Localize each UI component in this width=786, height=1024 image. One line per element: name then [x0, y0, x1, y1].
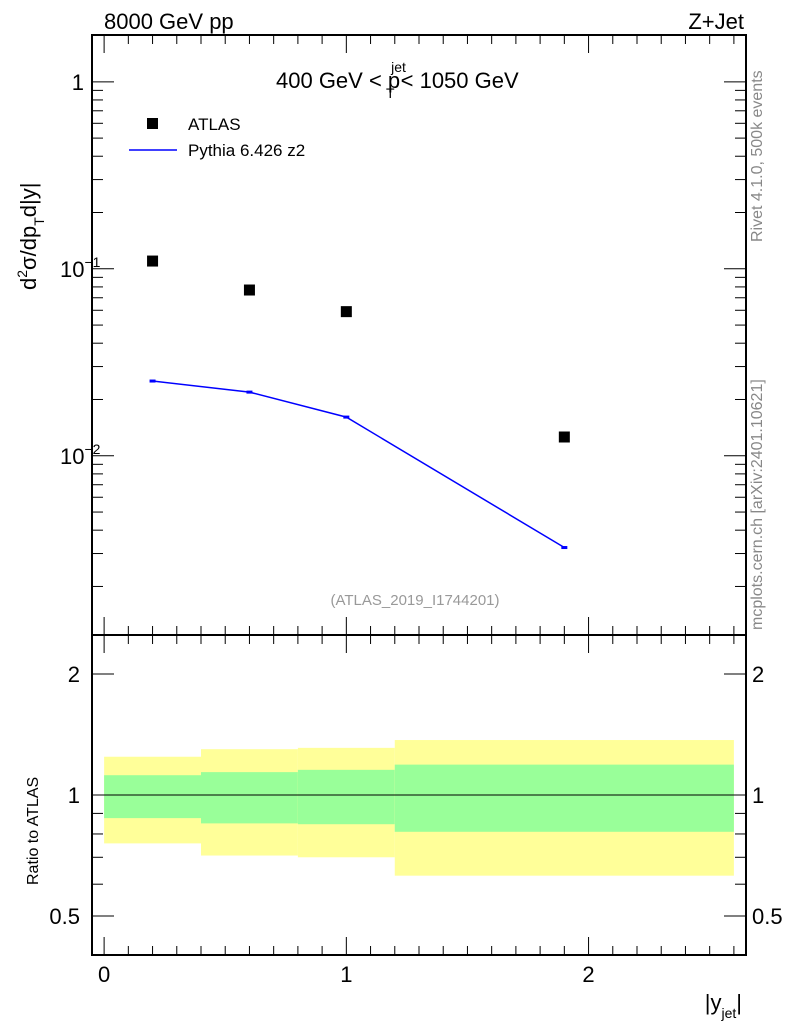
ratio-y-tick-label-right: 1 — [752, 783, 764, 808]
ratio-bands — [92, 740, 746, 876]
legend-pythia-label: Pythia 6.426 z2 — [188, 141, 305, 160]
header-right: Z+Jet — [688, 9, 744, 34]
legend: ATLAS Pythia 6.426 z2 — [129, 115, 305, 160]
inner-band-bin — [297, 769, 395, 825]
header-left: 8000 GeV pp — [104, 9, 234, 34]
inner-band-bin — [394, 764, 734, 832]
x-tick-label: 0 — [98, 962, 110, 987]
legend-atlas-marker — [147, 118, 158, 129]
ratio-y-tick-label: 1 — [68, 783, 80, 808]
mcplots-label: mcplots.cern.ch [arXiv:2401.10621] — [749, 379, 766, 630]
atlas-data-point — [558, 431, 570, 443]
data-marks — [147, 255, 570, 550]
analysis-label: (ATLAS_2019_I1744201) — [330, 592, 499, 609]
y-axis-label: d2σ/dpTd|y| — [14, 183, 47, 290]
pythia-line — [152, 380, 565, 549]
ratio-y-tick-label-right: 2 — [752, 662, 764, 687]
atlas-data-point — [243, 284, 255, 296]
inner-band-bin — [104, 775, 201, 819]
inner-band-bin — [201, 772, 298, 824]
legend-atlas-label: ATLAS — [188, 115, 241, 134]
rivet-label: Rivet 4.1.0, 500k events — [749, 70, 766, 242]
ratio-y-tick-label-right: 0.5 — [752, 904, 783, 929]
plot-title: 400 GeV < pjet T < 1050 GeV — [276, 59, 519, 101]
y-tick-label: 1 — [72, 70, 84, 95]
x-axis-label: |yjet| — [705, 990, 742, 1021]
ratio-frame — [91, 634, 747, 956]
atlas-data-point — [340, 306, 352, 318]
ratio-y-label: Ratio to ATLAS — [25, 777, 42, 885]
atlas-data-point — [147, 255, 159, 267]
x-tick-label: 2 — [582, 962, 594, 987]
ratio-y-tick-label: 0.5 — [49, 904, 80, 929]
x-tick-label: 1 — [340, 962, 352, 987]
ratio-y-tick-label: 2 — [68, 662, 80, 687]
y-tick-label: 10−1 — [60, 254, 101, 282]
